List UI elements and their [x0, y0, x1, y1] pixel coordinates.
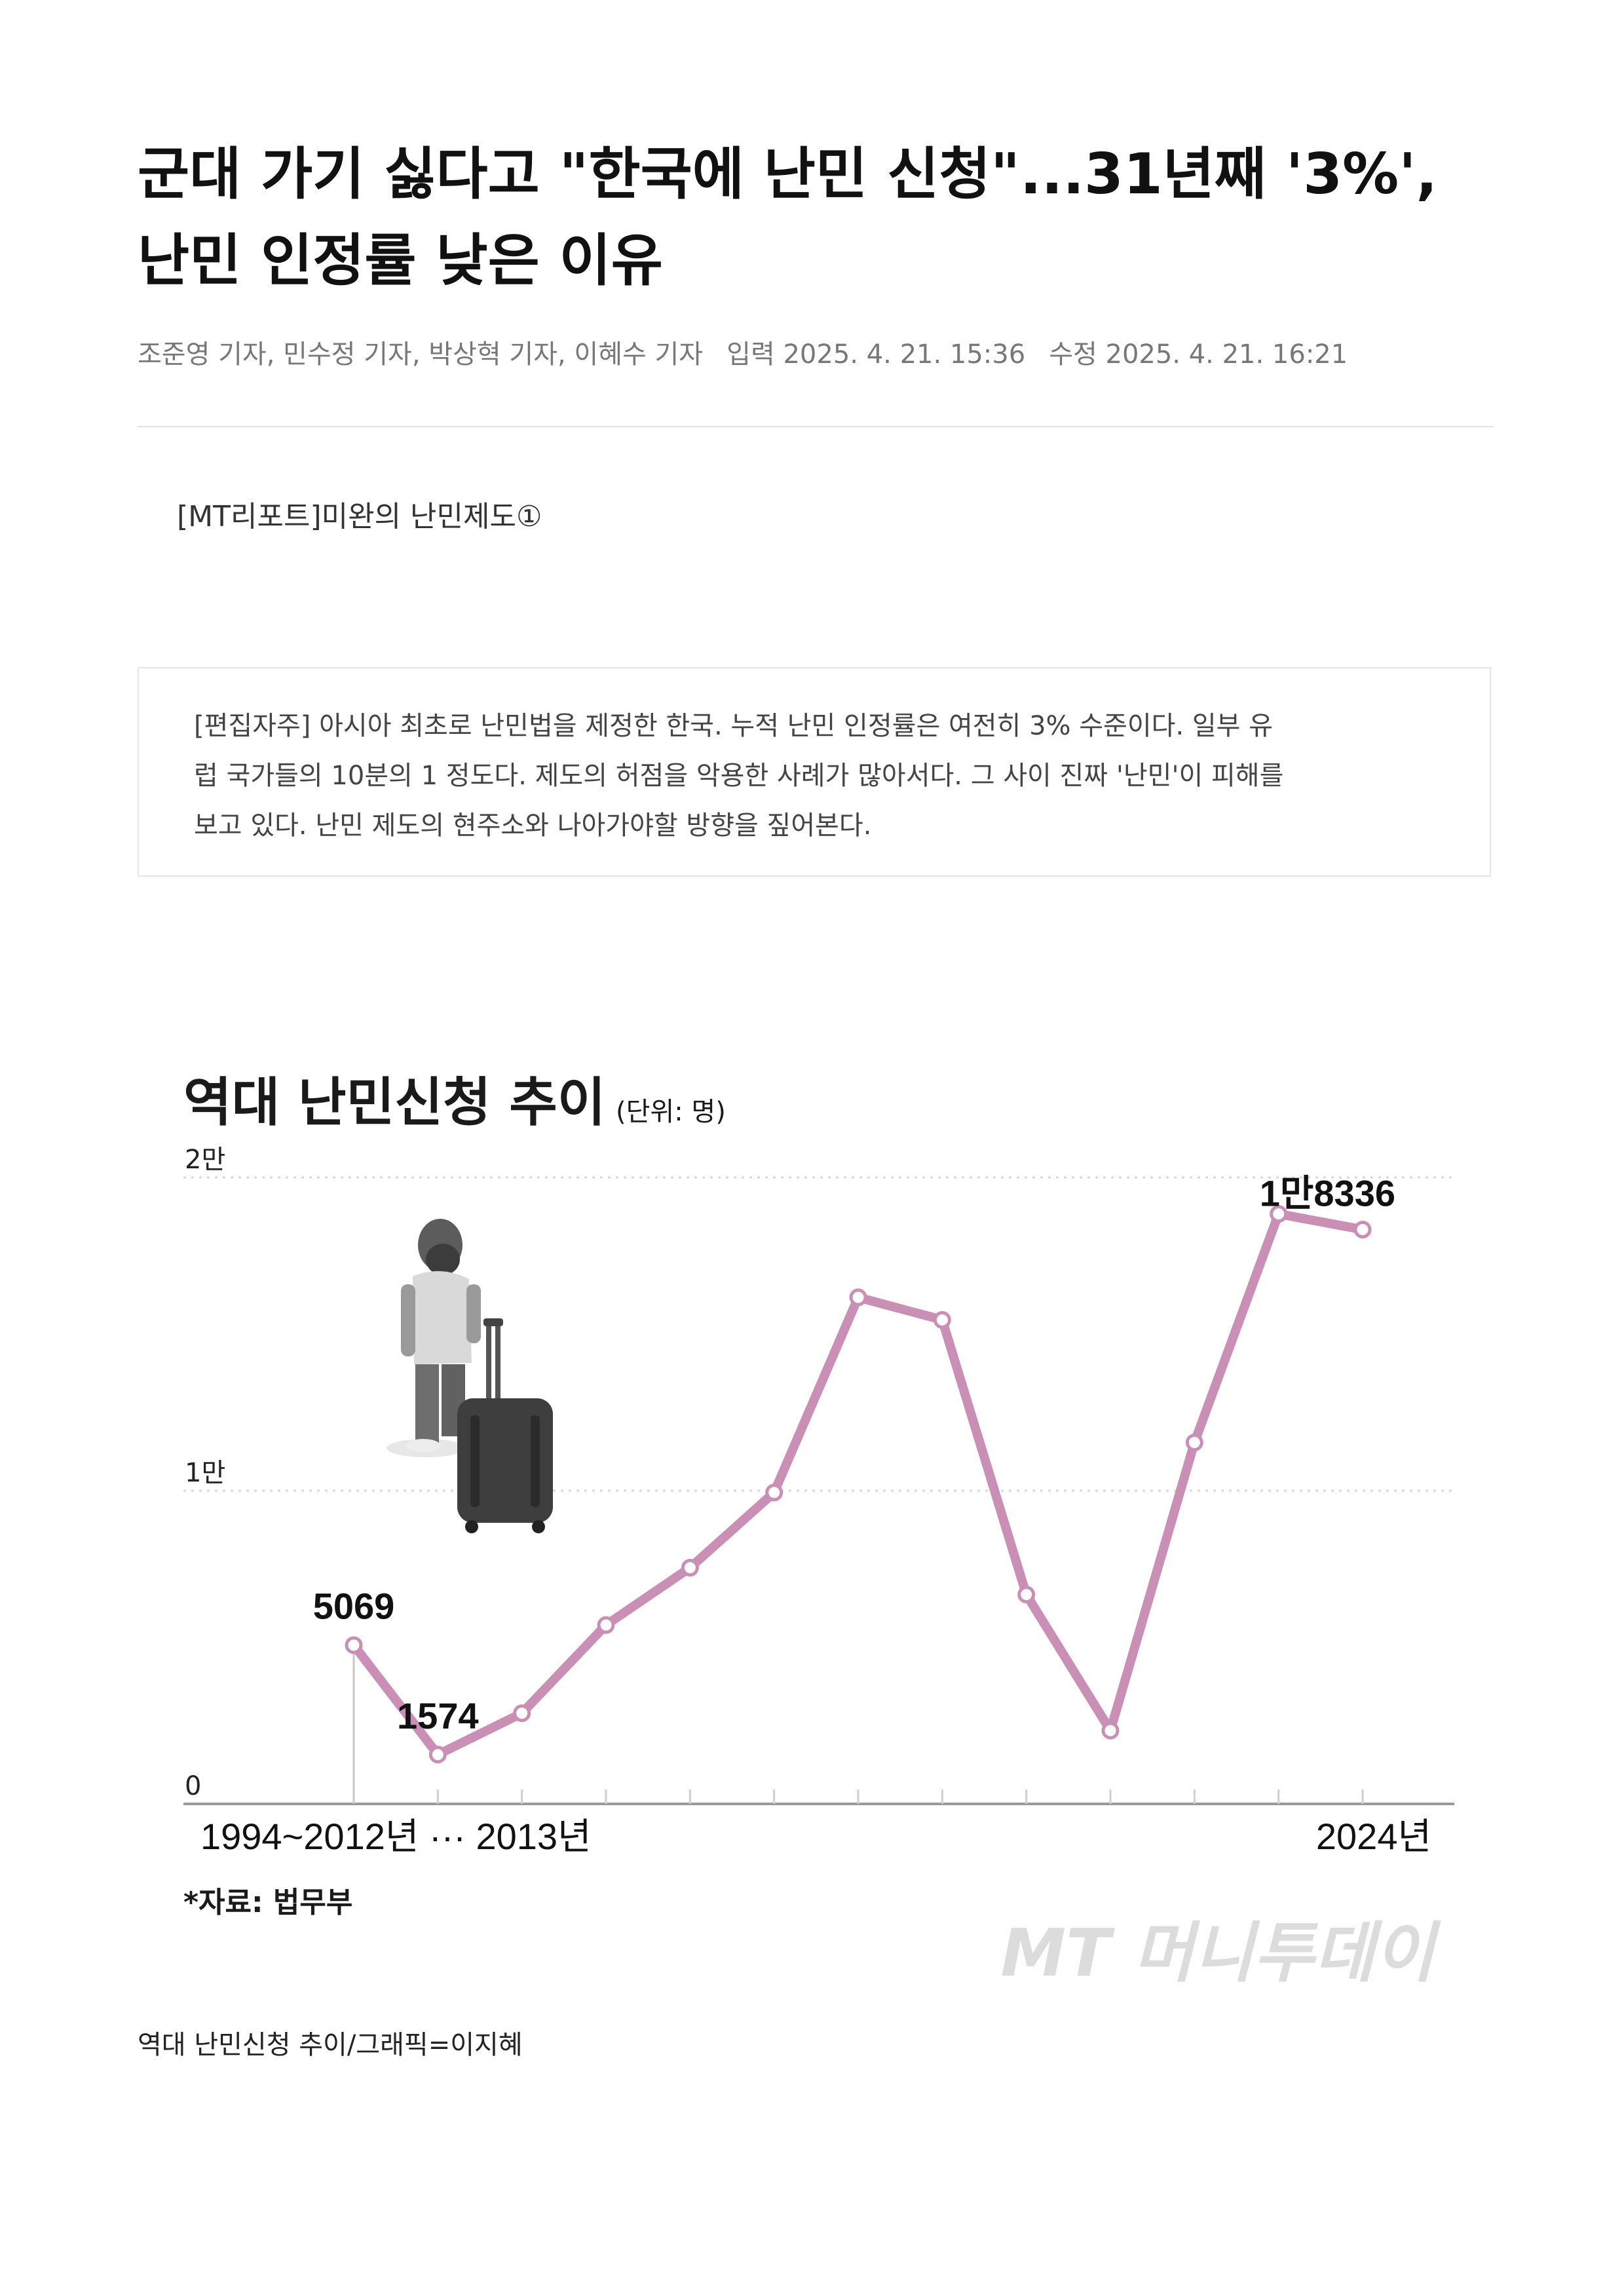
published-time: 입력 2025. 4. 21. 15:36	[727, 339, 1026, 370]
chart-unit: (단위: 명)	[616, 1097, 726, 1127]
data-point	[1270, 1205, 1288, 1223]
data-labels: 5069 1574 1만8336	[313, 1173, 1395, 1736]
y-axis-ticks: 2만 1만 0	[185, 1145, 225, 1801]
line-chart: 역대 난민신청 추이 (단위: 명) 2만 1만 0	[183, 1072, 1454, 1991]
chart-title: 역대 난민신청 추이	[183, 1072, 606, 1133]
series-tag: [MT리포트]미완의 난민제도①	[177, 500, 542, 533]
data-point	[428, 1746, 447, 1764]
data-point	[513, 1704, 531, 1723]
svg-text:MT 머니투데이: MT 머니투데이	[1000, 1915, 1441, 1991]
reporter-names: 조준영 기자, 민수정 기자, 박상혁 기자, 이혜수 기자	[138, 339, 704, 370]
x-tick-label-start: 1994~2012년 ··· 2013년	[200, 1816, 592, 1857]
data-points	[345, 1205, 1372, 1764]
data-point	[765, 1483, 784, 1502]
x-axis-tick-marks	[352, 1789, 1364, 1804]
y-tick-label: 0	[185, 1771, 201, 1801]
data-point	[1185, 1433, 1203, 1451]
data-point	[597, 1616, 615, 1634]
y-tick-label: 1만	[185, 1458, 225, 1488]
article-byline: 조준영 기자, 민수정 기자, 박상혁 기자, 이혜수 기자 입력 2025. 4…	[138, 333, 1348, 371]
chart-source: *자료: 법무부	[183, 1886, 352, 1919]
editor-note-line-3: 보고 있다. 난민 제도의 현주소와 나아가야할 방향을 짚어본다.	[194, 811, 872, 841]
editor-note: [편집자주] 아시아 최초로 난민법을 제정한 한국. 누적 난민 인정률은 여…	[194, 701, 1439, 851]
editor-note-box: [편집자주] 아시아 최초로 난민법을 제정한 한국. 누적 난민 인정률은 여…	[138, 667, 1491, 877]
headline-line-1: 군대 가기 싫다고 "한국에 난민 신청"...31년째 '3%',	[138, 142, 1438, 207]
divider	[138, 426, 1494, 427]
grid-lines	[183, 1176, 1454, 1805]
data-point	[1101, 1721, 1120, 1740]
article-headline: 군대 가기 싫다고 "한국에 난민 신청"...31년째 '3%', 난민 인정…	[138, 131, 1494, 304]
mt-watermark-logo: MT 머니투데이	[1000, 1915, 1441, 1991]
data-point	[681, 1559, 699, 1577]
traveler-illustration	[387, 1219, 553, 1533]
data-point	[1353, 1221, 1372, 1239]
editor-note-line-1: [편집자주] 아시아 최초로 난민법을 제정한 한국. 누적 난민 인정률은 여…	[194, 711, 1273, 741]
data-label: 1만8336	[1260, 1173, 1395, 1214]
data-point	[849, 1288, 867, 1307]
data-label: 1574	[397, 1695, 479, 1736]
data-point	[1017, 1586, 1036, 1604]
data-point	[933, 1311, 951, 1329]
modified-time: 수정 2025. 4. 21. 16:21	[1049, 339, 1348, 370]
data-label: 5069	[313, 1586, 395, 1627]
headline-line-2: 난민 인정률 낮은 이유	[138, 228, 663, 294]
editor-note-line-2: 럽 국가들의 10분의 1 정도다. 제도의 허점을 악용한 사례가 많아서다.…	[194, 761, 1284, 791]
data-point	[345, 1636, 363, 1655]
x-tick-label-end: 2024년	[1316, 1816, 1431, 1857]
y-tick-label: 2만	[185, 1145, 225, 1175]
figure-caption: 역대 난민신청 추이/그래픽=이지혜	[138, 2030, 523, 2060]
chart-figure: 역대 난민신청 추이 (단위: 명) 2만 1만 0	[138, 1022, 1494, 2018]
